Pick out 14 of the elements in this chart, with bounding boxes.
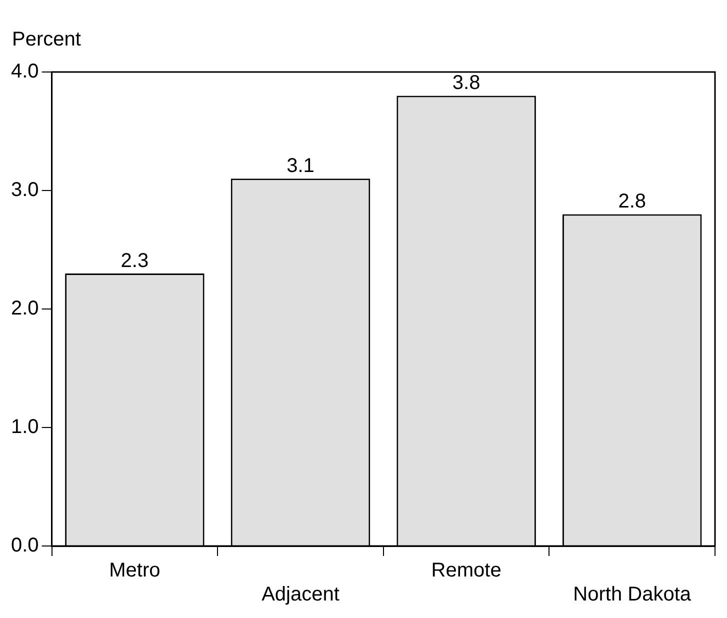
y-tick-label: 1.0 xyxy=(10,416,39,438)
x-tick-label: Adjacent xyxy=(262,584,340,606)
data-label: 2.3 xyxy=(120,250,149,272)
y-tick-label: 4.0 xyxy=(10,60,39,83)
x-tick-label: Metro xyxy=(109,560,160,582)
y-tick-label: 3.0 xyxy=(10,179,39,202)
x-tick-label: North Dakota xyxy=(573,584,692,606)
y-axis-title: Percent xyxy=(12,28,82,51)
data-label: 3.1 xyxy=(286,155,314,178)
y-tick-label: 0.0 xyxy=(10,534,39,557)
y-tick-label: 2.0 xyxy=(10,298,39,320)
data-label: 3.8 xyxy=(452,72,480,94)
data-label: 2.8 xyxy=(618,190,646,213)
x-tick-label: Remote xyxy=(431,560,502,582)
